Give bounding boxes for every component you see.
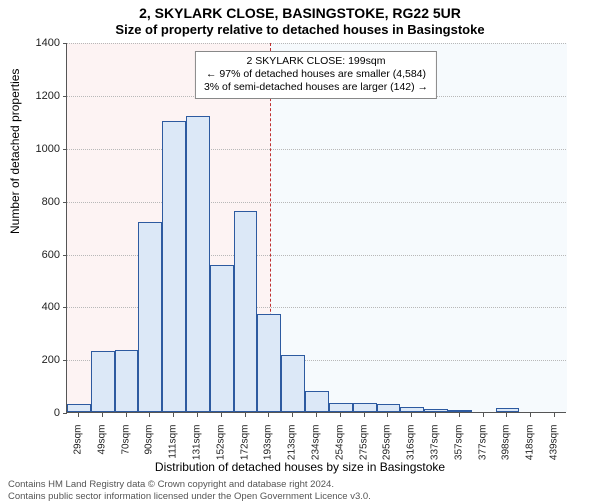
ytick-mark <box>63 413 67 414</box>
xtick-mark <box>364 413 365 417</box>
xtick-mark <box>316 413 317 417</box>
ytick-label: 1000 <box>20 143 60 155</box>
ytick-label: 1200 <box>20 90 60 102</box>
histogram-bar <box>281 355 305 412</box>
ytick-mark <box>63 149 67 150</box>
histogram-bar <box>186 116 210 412</box>
histogram-bar <box>210 265 234 412</box>
histogram-bar <box>162 121 186 412</box>
histogram-bar <box>91 351 115 412</box>
chart-supertitle: 2, SKYLARK CLOSE, BASINGSTOKE, RG22 5UR <box>0 4 600 22</box>
chart-title: Size of property relative to detached ho… <box>0 22 600 39</box>
histogram-bar <box>353 403 377 412</box>
xtick-mark <box>197 413 198 417</box>
ytick-label: 400 <box>20 301 60 313</box>
ytick-mark <box>63 202 67 203</box>
xtick-mark <box>126 413 127 417</box>
footer-line2: Contains public sector information licen… <box>8 491 371 502</box>
footer-line1: Contains HM Land Registry data © Crown c… <box>8 479 371 490</box>
gridline <box>67 149 566 150</box>
gridline <box>67 43 566 44</box>
xtick-mark <box>483 413 484 417</box>
xtick-mark <box>173 413 174 417</box>
xtick-mark <box>221 413 222 417</box>
ytick-label: 800 <box>20 196 60 208</box>
ytick-label: 0 <box>20 407 60 419</box>
xtick-mark <box>268 413 269 417</box>
ytick-mark <box>63 360 67 361</box>
x-axis-label: Distribution of detached houses by size … <box>0 460 600 474</box>
ytick-mark <box>63 96 67 97</box>
histogram-bar <box>138 222 162 412</box>
histogram-bar <box>496 408 520 412</box>
xtick-mark <box>292 413 293 417</box>
xtick-mark <box>340 413 341 417</box>
histogram-bar <box>424 409 448 412</box>
xtick-mark <box>435 413 436 417</box>
xtick-mark <box>506 413 507 417</box>
histogram-bar <box>305 391 329 412</box>
ytick-label: 600 <box>20 249 60 261</box>
xtick-mark <box>78 413 79 417</box>
gridline <box>67 202 566 203</box>
annotation-box: 2 SKYLARK CLOSE: 199sqm ← 97% of detache… <box>195 51 437 99</box>
ytick-mark <box>63 255 67 256</box>
xtick-mark <box>245 413 246 417</box>
ytick-label: 1400 <box>20 37 60 49</box>
histogram-bar <box>448 410 472 412</box>
histogram-bar <box>115 350 139 412</box>
ytick-mark <box>63 307 67 308</box>
histogram-bar <box>377 404 401 412</box>
histogram-bar <box>329 403 353 412</box>
y-axis-label: Number of detached properties <box>8 69 22 234</box>
footer-attribution: Contains HM Land Registry data © Crown c… <box>8 479 371 502</box>
annotation-line1: 2 SKYLARK CLOSE: 199sqm <box>204 55 428 68</box>
annotation-line3: 3% of semi-detached houses are larger (1… <box>204 81 428 94</box>
xtick-mark <box>149 413 150 417</box>
ytick-mark <box>63 43 67 44</box>
histogram-bar <box>400 407 424 412</box>
xtick-mark <box>387 413 388 417</box>
xtick-mark <box>530 413 531 417</box>
xtick-mark <box>411 413 412 417</box>
annotation-line2: ← 97% of detached houses are smaller (4,… <box>204 68 428 81</box>
xtick-mark <box>554 413 555 417</box>
xtick-mark <box>102 413 103 417</box>
chart-container: 2 SKYLARK CLOSE: 199sqm ← 97% of detache… <box>66 43 566 413</box>
ytick-label: 200 <box>20 354 60 366</box>
xtick-mark <box>459 413 460 417</box>
histogram-bar <box>234 211 258 412</box>
histogram-bar <box>67 404 91 412</box>
histogram-bar <box>257 314 281 412</box>
